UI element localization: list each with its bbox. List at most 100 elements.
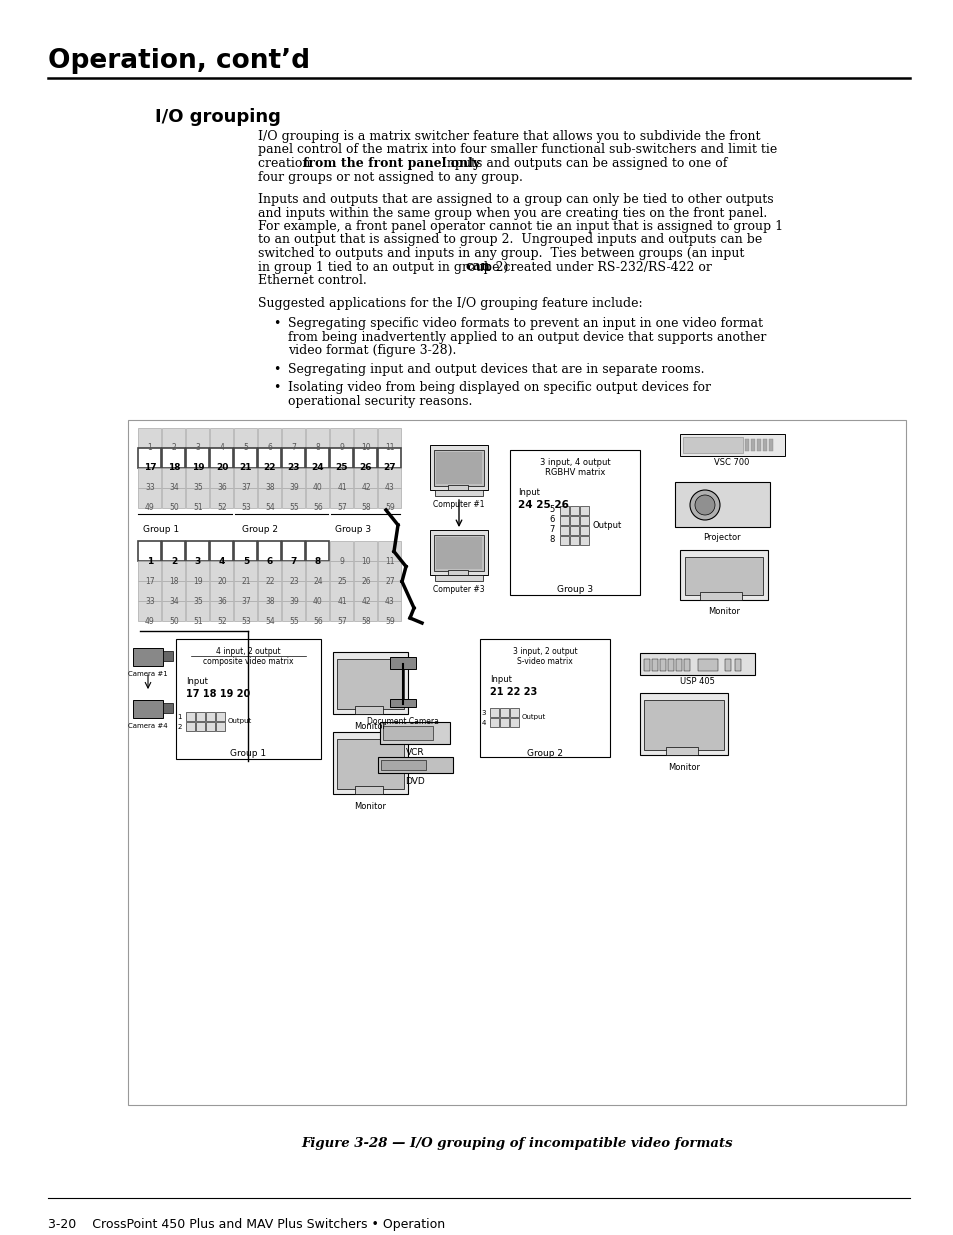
- Text: 57: 57: [336, 504, 347, 513]
- Bar: [377, 541, 400, 561]
- Bar: [336, 659, 403, 709]
- Bar: [233, 580, 256, 601]
- Text: switched to outputs and inputs in any group.  Ties between groups (an input: switched to outputs and inputs in any gr…: [257, 247, 743, 261]
- Bar: [757, 438, 760, 451]
- Bar: [377, 448, 400, 468]
- Bar: [377, 580, 400, 601]
- Bar: [354, 448, 376, 468]
- Text: 27: 27: [385, 577, 395, 585]
- Text: to an output that is assigned to group 2.  Ungrouped inputs and outputs can be: to an output that is assigned to group 2…: [257, 233, 761, 247]
- Text: Input: Input: [517, 488, 539, 496]
- Text: VCR: VCR: [405, 748, 424, 757]
- Bar: [233, 448, 256, 468]
- Bar: [282, 448, 305, 468]
- Bar: [377, 468, 400, 488]
- Bar: [233, 541, 256, 561]
- Bar: [163, 703, 172, 713]
- Circle shape: [695, 495, 714, 515]
- Text: 27: 27: [383, 463, 395, 473]
- Text: 58: 58: [361, 616, 371, 625]
- Text: 57: 57: [336, 616, 347, 625]
- Text: 5: 5: [243, 557, 249, 566]
- Bar: [206, 713, 214, 721]
- Text: 11: 11: [385, 443, 395, 452]
- Text: 24 25 26: 24 25 26: [517, 500, 568, 510]
- Bar: [186, 448, 209, 468]
- Bar: [306, 541, 329, 561]
- Text: 22: 22: [265, 577, 274, 585]
- Bar: [138, 468, 161, 488]
- Bar: [750, 438, 754, 451]
- Text: RGBHV matrix: RGBHV matrix: [544, 468, 604, 477]
- Bar: [390, 699, 416, 706]
- Text: Output: Output: [228, 718, 252, 724]
- Text: 50: 50: [169, 616, 178, 625]
- Text: Inputs and outputs that are assigned to a group can only be tied to other output: Inputs and outputs that are assigned to …: [257, 193, 773, 206]
- Bar: [643, 659, 649, 671]
- Bar: [162, 541, 185, 561]
- Bar: [132, 700, 163, 718]
- Bar: [682, 437, 742, 453]
- Bar: [186, 561, 209, 580]
- Text: Computer #1: Computer #1: [433, 500, 484, 509]
- Text: 54: 54: [265, 616, 274, 625]
- Text: USP 405: USP 405: [679, 677, 714, 685]
- Text: 39: 39: [289, 483, 298, 493]
- Text: from the front panel only: from the front panel only: [303, 157, 480, 170]
- Bar: [698, 659, 718, 671]
- Bar: [379, 722, 450, 743]
- Text: 17 18 19 20: 17 18 19 20: [186, 689, 250, 699]
- Bar: [643, 700, 723, 750]
- Bar: [138, 488, 161, 508]
- Text: 21: 21: [241, 577, 251, 585]
- Text: creation: creation: [257, 157, 314, 170]
- Text: 1: 1: [177, 714, 182, 720]
- Bar: [175, 638, 320, 760]
- Bar: [382, 726, 433, 740]
- Text: Output: Output: [521, 714, 546, 720]
- Text: 43: 43: [385, 483, 395, 493]
- Text: 19: 19: [193, 577, 203, 585]
- Bar: [354, 488, 376, 508]
- Bar: [233, 488, 256, 508]
- Bar: [215, 713, 225, 721]
- Text: in group 1 tied to an output in group 2): in group 1 tied to an output in group 2): [257, 261, 512, 273]
- Bar: [768, 438, 772, 451]
- Text: I/O grouping is a matrix switcher feature that allows you to subdivide the front: I/O grouping is a matrix switcher featur…: [257, 130, 760, 143]
- Text: 51: 51: [193, 504, 203, 513]
- Text: Group 3: Group 3: [557, 585, 593, 594]
- Text: can: can: [464, 261, 490, 273]
- Text: 4: 4: [218, 557, 225, 566]
- Text: S-video matrix: S-video matrix: [517, 657, 572, 666]
- Bar: [186, 722, 194, 731]
- Bar: [569, 536, 578, 545]
- Bar: [333, 652, 408, 714]
- Bar: [380, 760, 426, 769]
- Bar: [330, 468, 353, 488]
- Text: 40: 40: [313, 483, 322, 493]
- Bar: [354, 561, 376, 580]
- Bar: [210, 429, 233, 448]
- Bar: [762, 438, 766, 451]
- Bar: [436, 452, 481, 484]
- Bar: [390, 657, 416, 669]
- Bar: [138, 429, 161, 448]
- Bar: [354, 601, 376, 621]
- Text: 18: 18: [168, 463, 180, 473]
- Text: 6: 6: [267, 443, 273, 452]
- Bar: [162, 488, 185, 508]
- Text: 1: 1: [148, 443, 152, 452]
- Text: 42: 42: [361, 483, 371, 493]
- Bar: [354, 429, 376, 448]
- Bar: [162, 429, 185, 448]
- Text: 43: 43: [385, 597, 395, 605]
- Text: 24: 24: [312, 463, 324, 473]
- Bar: [579, 536, 588, 545]
- Bar: [639, 693, 727, 755]
- Bar: [479, 638, 609, 757]
- Bar: [210, 468, 233, 488]
- Bar: [186, 580, 209, 601]
- Bar: [162, 580, 185, 601]
- Text: Input: Input: [186, 677, 208, 685]
- Text: 4: 4: [219, 443, 224, 452]
